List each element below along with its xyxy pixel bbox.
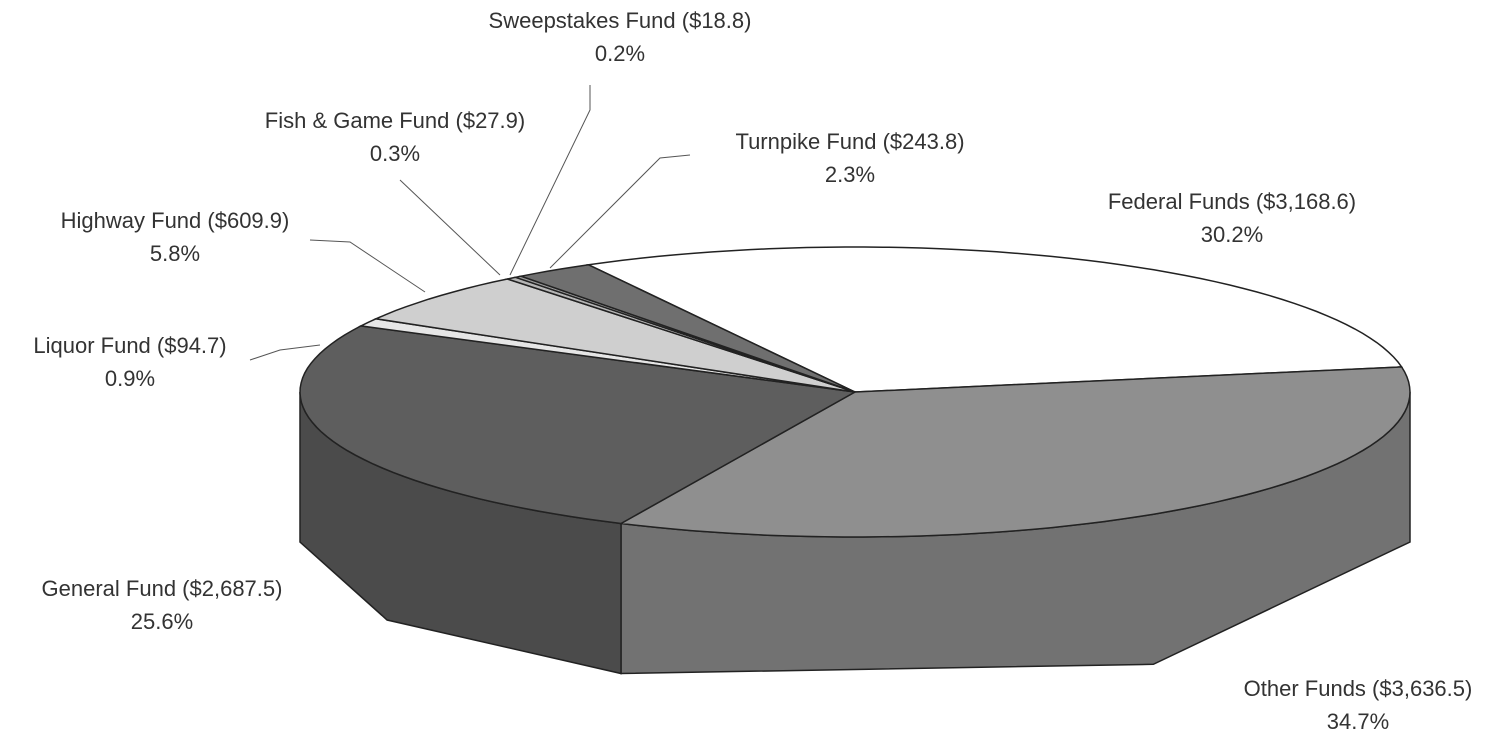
slice-percent: 0.2% xyxy=(595,41,645,66)
slice-percent: 5.8% xyxy=(150,241,200,266)
slice-label: Other Funds ($3,636.5) xyxy=(1244,676,1473,701)
slice-label: Federal Funds ($3,168.6) xyxy=(1108,189,1356,214)
slice-percent: 0.3% xyxy=(370,141,420,166)
leader-line xyxy=(549,154,691,269)
slice xyxy=(618,366,1411,538)
slice xyxy=(585,246,1404,393)
leader-line xyxy=(399,179,501,276)
slice-label: Liquor Fund ($94.7) xyxy=(33,333,226,358)
leader-line xyxy=(509,85,591,276)
leader-line xyxy=(249,344,321,361)
slice-percent: 0.9% xyxy=(105,366,155,391)
slice xyxy=(518,264,856,393)
slice-label: Sweepstakes Fund ($18.8) xyxy=(489,8,752,33)
slice-percent: 2.3% xyxy=(825,162,875,187)
slice-label: Fish & Game Fund ($27.9) xyxy=(265,108,525,133)
slice-label: General Fund ($2,687.5) xyxy=(42,576,283,601)
leader-line xyxy=(309,239,426,293)
slice-label: Highway Fund ($609.9) xyxy=(61,208,290,233)
slice-percent: 34.7% xyxy=(1327,709,1389,734)
slice-label: Turnpike Fund ($243.8) xyxy=(735,129,964,154)
slice-percent: 30.2% xyxy=(1201,222,1263,247)
slice xyxy=(373,278,856,393)
slice xyxy=(299,325,858,525)
slice-percent: 25.6% xyxy=(131,609,193,634)
